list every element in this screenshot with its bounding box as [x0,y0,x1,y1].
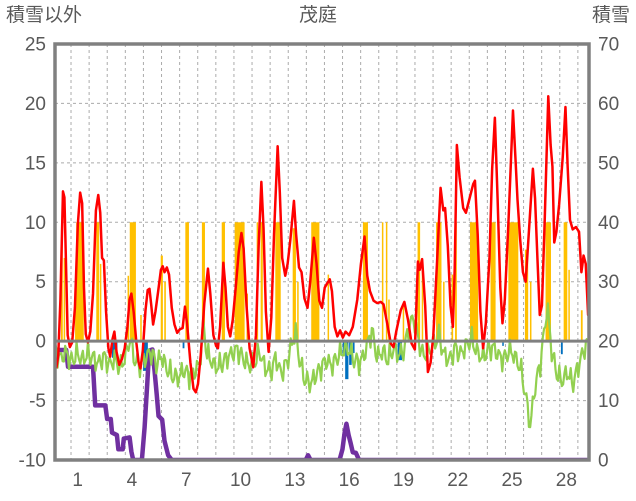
orange-bar [524,249,529,342]
orange-bar [381,222,384,342]
orange-bar [421,269,424,342]
left-axis-tick-label: 15 [25,153,46,174]
x-axis-tick-label: 1 [72,470,83,491]
orange-bar [529,281,532,342]
orange-bar [234,222,245,342]
orange-bar [297,281,299,342]
x-axis-tick-label: 19 [393,470,414,491]
right-axis-tick-label: 40 [598,213,619,234]
blue-bar [143,341,148,371]
orange-bar [260,222,263,342]
right-axis-title: 積雪 [591,5,630,26]
blue-bar [182,341,185,349]
orange-bar [75,293,77,342]
orange-bar [311,222,320,342]
orange-bar [385,222,388,342]
x-axis-tick-label: 7 [181,470,192,491]
left-axis-tick-label: 25 [25,35,46,56]
orange-bar [76,222,84,342]
left-axis-tick-label: 0 [35,332,46,353]
orange-bar [580,310,583,342]
orange-bar [275,222,281,342]
x-axis-tick-label: 22 [447,470,468,491]
orange-bar [563,222,568,342]
right-axis-tick-label: 30 [598,272,619,293]
x-axis-tick-label: 10 [230,470,251,491]
left-axis-tick-label: -5 [29,391,46,412]
orange-bar [443,281,445,342]
orange-bar [568,269,570,342]
orange-bar [185,222,189,342]
x-axis-tick-label: 4 [127,470,138,491]
right-axis-tick-label: 20 [598,332,619,353]
right-axis-tick-label: 60 [598,94,619,115]
blue-bar [502,341,504,346]
orange-bar [327,274,330,342]
right-axis-tick-label: 0 [598,451,609,472]
orange-bar [455,222,457,342]
left-axis-tick-label: 10 [25,213,46,234]
green-series-line [55,302,589,429]
series-group [55,95,589,460]
orange-bar [140,314,142,342]
temperature-line [55,95,589,394]
orange-bar [292,228,296,342]
orange-bar [96,222,100,342]
x-axis-tick-label: 28 [556,470,577,491]
orange-bar [129,222,136,342]
right-axis-tick-label: 10 [598,391,619,412]
orange-bar [201,222,205,342]
orange-bar [63,257,66,342]
orange-bar [160,255,163,342]
left-axis-tick-label: 5 [35,272,46,293]
orange-bar [164,281,166,342]
orange-bar [436,222,442,342]
orange-bar [469,222,479,342]
orange-bar [545,222,551,342]
orange-bar [508,222,519,342]
blue-bar [345,341,349,380]
right-axis-tick-label: 70 [598,35,619,56]
orange-bar [417,222,421,342]
x-axis-tick-label: 13 [284,470,305,491]
chart-title: 茂庭 [298,5,338,26]
left-axis-tick-label: 20 [25,94,46,115]
x-axis-tick-label: 25 [501,470,522,491]
blue-bar [352,341,355,354]
right-axis-tick-label: 50 [598,153,619,174]
left-axis-tick-label: -10 [19,451,46,472]
orange-bar [362,222,368,342]
blue-bar [560,341,563,355]
orange-bar [490,222,496,342]
orange-bar [402,303,405,342]
plot-border [53,42,591,462]
left-axis-title: 積雪以外 [6,5,83,26]
orange-bar [99,263,102,342]
orange-bar [388,299,390,342]
x-axis-tick-label: 16 [339,470,360,491]
